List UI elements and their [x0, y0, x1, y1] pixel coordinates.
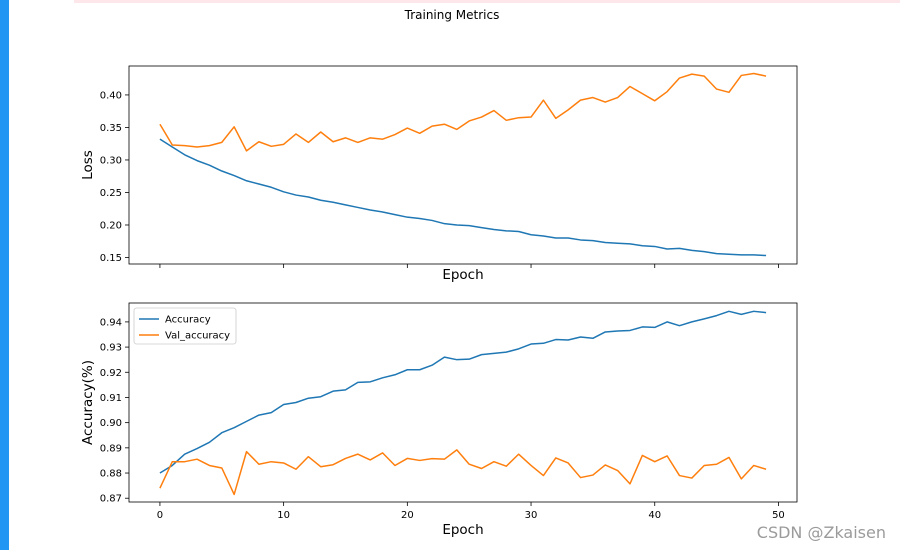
- y-tick-label: 0.15: [100, 253, 122, 264]
- plot-frame: [128, 302, 798, 503]
- y-tick-label: 0.35: [100, 123, 122, 134]
- series-line-validation: [159, 72, 767, 152]
- series-line-val-accuracy: [159, 449, 767, 496]
- legend-box: [133, 307, 237, 345]
- y-tick-label: 0.93: [100, 343, 122, 354]
- y-axis-label: Loss: [80, 150, 96, 180]
- series-line-training: [159, 138, 767, 257]
- y-tick-label: 0.94: [100, 317, 122, 328]
- y-tick-label: 0.91: [100, 393, 122, 404]
- watermark-text: CSDN @Zkaisen: [756, 523, 886, 542]
- y-tick-label: 0.40: [100, 90, 122, 101]
- x-axis-label: Epoch: [442, 522, 483, 538]
- x-tick-label: 40: [648, 510, 661, 521]
- top-banner-strip: [74, 0, 900, 3]
- x-tick-label: 20: [401, 510, 414, 521]
- x-tick-label: 50: [772, 510, 785, 521]
- x-tick-label: 10: [277, 510, 290, 521]
- x-axis-label: Epoch: [442, 267, 483, 283]
- y-tick-label: 0.90: [100, 418, 122, 429]
- figure-title: Training Metrics: [404, 8, 500, 22]
- y-tick-label: 0.87: [100, 494, 122, 505]
- legend-label: Accuracy: [165, 315, 211, 326]
- accuracy-chart: 0.87 0.88 0.89 0.90 0.91 0.92 0.93 0.94 0 10 20 30 4…: [80, 302, 798, 538]
- y-tick-label: 0.88: [100, 469, 122, 480]
- plot-frame: [128, 65, 798, 265]
- loss-chart: 0.15 0.20 0.25 0.30 0.35 0.40 Epoch Loss: [80, 65, 798, 283]
- y-tick-label: 0.89: [100, 443, 122, 454]
- x-tick-label: 30: [525, 510, 538, 521]
- y-tick-label: 0.20: [100, 220, 122, 231]
- legend-label: Val_accuracy: [165, 331, 230, 342]
- y-axis-label: Accuracy(%): [80, 360, 96, 445]
- series-line-accuracy: [159, 310, 767, 474]
- legend: Accuracy Val_accuracy: [133, 307, 237, 345]
- y-tick-label: 0.30: [100, 155, 122, 166]
- csdn-watermark: CSDN @Zkaisen: [757, 523, 886, 542]
- y-tick-label: 0.25: [100, 188, 122, 199]
- window-left-edge: [0, 0, 9, 550]
- y-tick-label: 0.92: [100, 368, 122, 379]
- x-tick-label: 0: [157, 510, 163, 521]
